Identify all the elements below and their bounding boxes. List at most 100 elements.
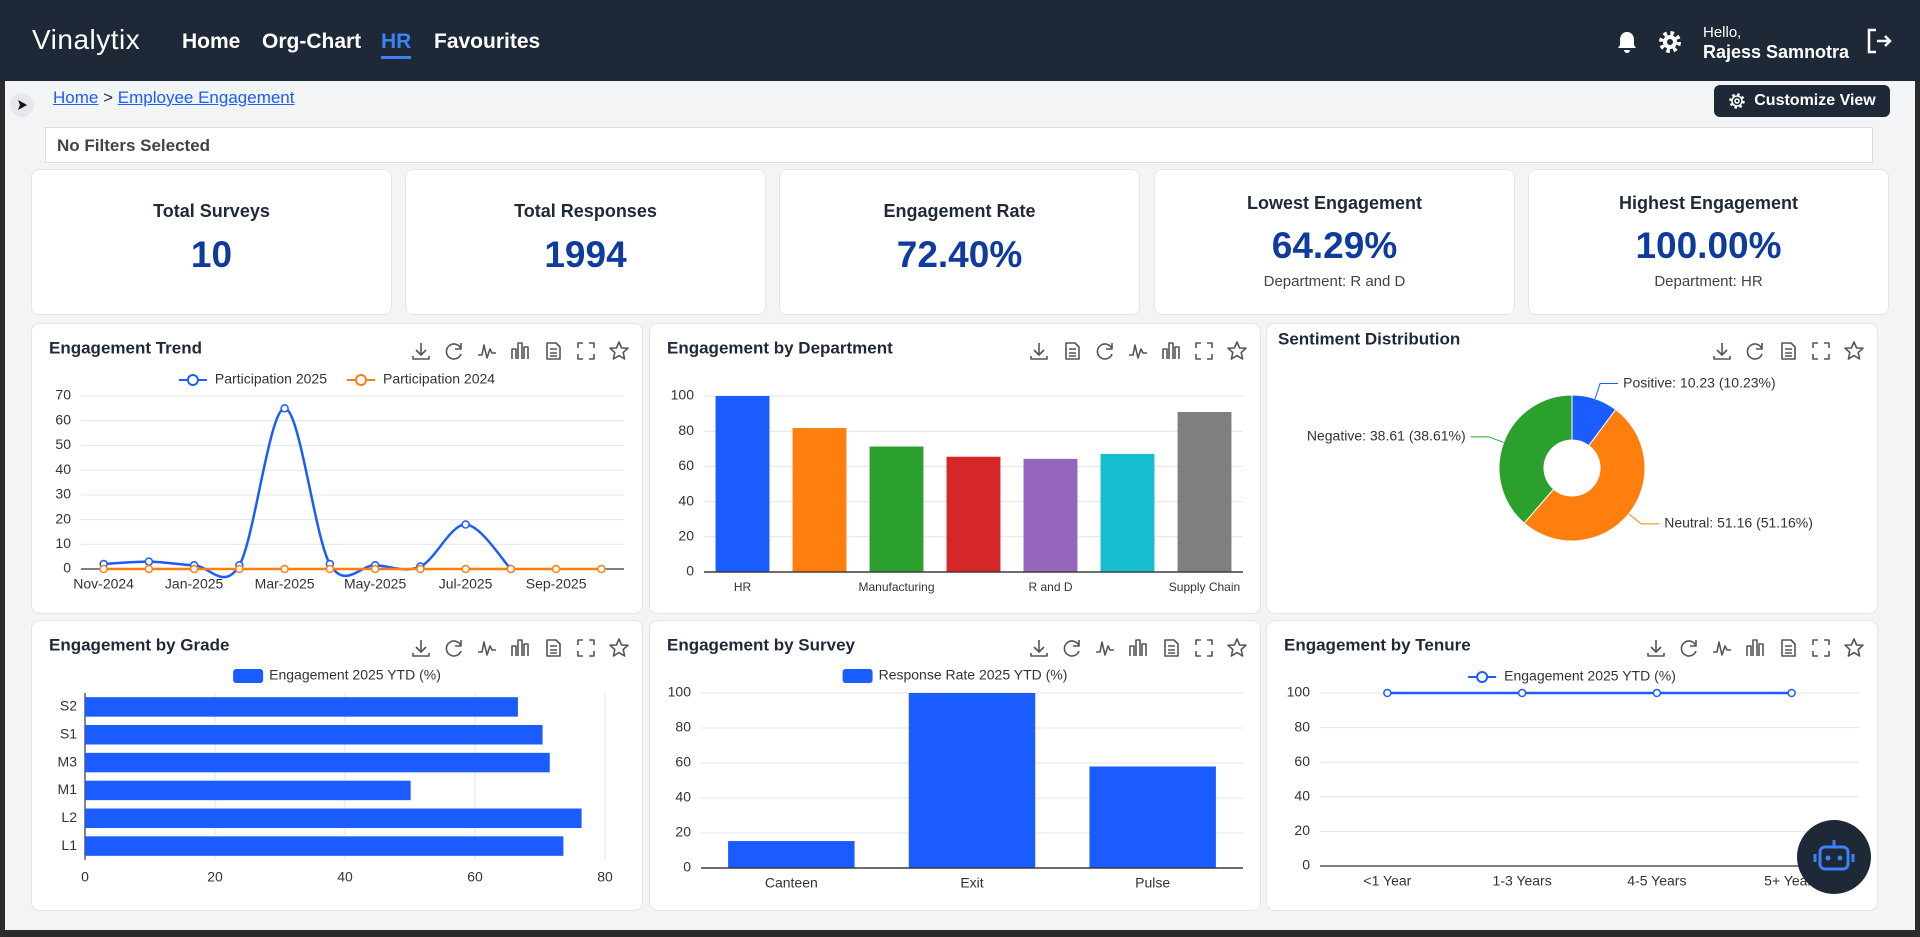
toolbar-icon-line[interactable] xyxy=(1711,637,1733,659)
data-point xyxy=(144,564,154,574)
icon-shape xyxy=(1746,639,1764,656)
legend-item[interactable]: Engagement 2025 YTD (%) xyxy=(233,667,441,683)
toolbar-icon-star[interactable] xyxy=(608,637,630,659)
legend-item[interactable]: Participation 2024 xyxy=(347,371,495,387)
settings-icon[interactable] xyxy=(1657,29,1683,55)
icon-shape xyxy=(609,638,629,657)
toolbar-icon-bar[interactable] xyxy=(1127,637,1149,659)
toolbar-icon-download[interactable] xyxy=(1028,637,1050,659)
data-point xyxy=(506,564,516,574)
toolbar-icon-full[interactable] xyxy=(1193,637,1215,659)
toolbar-icon-doc[interactable] xyxy=(1061,340,1083,362)
nav-item[interactable]: Org-Chart xyxy=(262,30,362,53)
filter-text: No Filters Selected xyxy=(57,136,211,155)
toolbar-icon-doc[interactable] xyxy=(1777,637,1799,659)
y-tick-label: 40 xyxy=(1294,788,1310,804)
toolbar-icon-full[interactable] xyxy=(575,340,597,362)
toolbar-icon-star[interactable] xyxy=(1843,637,1865,659)
y-tick-label: 0 xyxy=(683,859,691,875)
legend-swatch xyxy=(233,669,264,683)
legend-label: Participation 2024 xyxy=(383,371,495,387)
gear-icon xyxy=(1729,93,1745,109)
toolbar-icon-line[interactable] xyxy=(476,637,498,659)
toolbar-icon-full[interactable] xyxy=(1193,340,1215,362)
toolbar-icon-doc[interactable] xyxy=(1777,340,1799,362)
kpi-value: 64.29% xyxy=(1271,225,1398,266)
breadcrumb-link[interactable]: Home xyxy=(53,88,99,107)
chart-panel: Engagement by Tenure 0 20 40 60 80 100 <1 Year 1… xyxy=(1266,620,1878,911)
toolbar-icon-doc[interactable] xyxy=(542,340,564,362)
y-tick-label: 100 xyxy=(668,684,692,700)
y-tick-label: 0 xyxy=(686,563,694,579)
chatbot-button[interactable] xyxy=(1795,818,1873,896)
kpi-card: Highest Engagement 100.00% Department: H… xyxy=(1528,169,1889,315)
toolbar-icon-full[interactable] xyxy=(1810,637,1832,659)
bell-icon[interactable] xyxy=(1614,29,1640,55)
toolbar-icon-refresh[interactable] xyxy=(443,340,465,362)
data-point xyxy=(1383,688,1392,698)
kpi-note: Department: R and D xyxy=(1263,273,1406,290)
y-tick-label: 80 xyxy=(678,422,694,438)
leader-line xyxy=(1594,383,1619,399)
logo[interactable]: Vinalytix xyxy=(32,24,141,55)
toolbar-icon-download[interactable] xyxy=(410,340,432,362)
toolbar-icon-doc[interactable] xyxy=(1160,637,1182,659)
toolbar-icon-bar[interactable] xyxy=(1160,340,1182,362)
toolbar-icon-download[interactable] xyxy=(1028,340,1050,362)
breadcrumb-link[interactable]: Employee Engagement xyxy=(117,88,295,107)
toolbar-icon-full[interactable] xyxy=(575,637,597,659)
x-tick-label: 4-5 Years xyxy=(1627,873,1686,889)
toolbar-icon-download[interactable] xyxy=(1711,340,1733,362)
x-tick-label: Supply Chain xyxy=(1169,580,1240,594)
bar xyxy=(946,456,1001,572)
logout-icon[interactable] xyxy=(1864,26,1894,56)
icon-shape xyxy=(412,343,430,360)
slice-label: Positive: 10.23 (10.23%) xyxy=(1623,374,1776,390)
icon-shape xyxy=(511,639,529,656)
chart-panel: Engagement by Grade 0 20 40 60 80 L1 L2 M1 M3 S1 S2… xyxy=(31,620,643,911)
toolbar-icon-refresh[interactable] xyxy=(1061,637,1083,659)
kpi-title: Highest Engagement xyxy=(1618,193,1799,213)
data-point xyxy=(189,564,199,574)
sidebar-toggle[interactable] xyxy=(9,92,35,118)
icon-shape xyxy=(1746,343,1763,360)
icon-shape xyxy=(412,640,430,657)
toolbar-icon-line[interactable] xyxy=(1094,637,1116,659)
y-tick-label: 60 xyxy=(55,411,71,427)
toolbar-icon-star[interactable] xyxy=(1843,340,1865,362)
toolbar-icon-star[interactable] xyxy=(1226,340,1248,362)
icon-shape xyxy=(1844,341,1864,360)
legend-item[interactable]: Response Rate 2025 YTD (%) xyxy=(842,667,1068,683)
leader-line xyxy=(1628,513,1660,525)
toolbar-icon-line[interactable] xyxy=(476,340,498,362)
data-point xyxy=(280,404,289,413)
icon-shape xyxy=(1713,343,1731,360)
toolbar-icon-download[interactable] xyxy=(1645,637,1667,659)
x-tick-label: Canteen xyxy=(765,875,818,891)
x-tick-label: 60 xyxy=(467,869,483,885)
toolbar-icon-download[interactable] xyxy=(410,637,432,659)
toolbar-icon-star[interactable] xyxy=(608,340,630,362)
toolbar-icon-line[interactable] xyxy=(1127,340,1149,362)
nav-item[interactable]: Favourites xyxy=(434,30,541,53)
toolbar-icon-doc[interactable] xyxy=(542,637,564,659)
nav-item[interactable]: HR xyxy=(381,30,412,59)
nav-item[interactable]: Home xyxy=(182,30,241,53)
toolbar-icon-refresh[interactable] xyxy=(1744,340,1766,362)
toolbar-icon-refresh[interactable] xyxy=(443,637,465,659)
toolbar-icon-star[interactable] xyxy=(1226,637,1248,659)
data-point xyxy=(280,564,289,574)
legend-swatch xyxy=(842,669,873,683)
legend-item[interactable]: Participation 2025 xyxy=(178,371,327,387)
slice-label: Negative: 38.61 (38.61%) xyxy=(1307,428,1466,444)
toolbar-icon-refresh[interactable] xyxy=(1094,340,1116,362)
toolbar-icon-full[interactable] xyxy=(1810,340,1832,362)
legend-item[interactable]: Engagement 2025 YTD (%) xyxy=(1468,668,1676,684)
x-tick-label: Jul-2025 xyxy=(439,576,493,592)
toolbar-icon-bar[interactable] xyxy=(1744,637,1766,659)
toolbar-icon-refresh[interactable] xyxy=(1678,637,1700,659)
customize-button[interactable]: Customize View xyxy=(1714,85,1890,117)
bar xyxy=(908,693,1036,868)
toolbar-icon-bar[interactable] xyxy=(509,340,531,362)
toolbar-icon-bar[interactable] xyxy=(509,637,531,659)
